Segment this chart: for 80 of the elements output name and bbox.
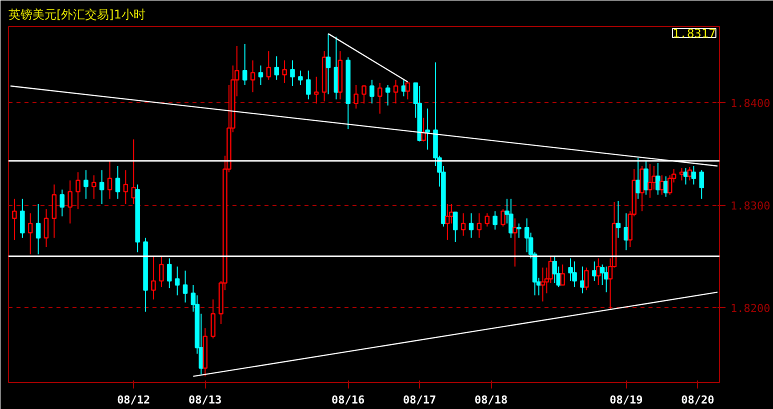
candlestick xyxy=(460,212,466,236)
chart-title: 英镑美元[外汇交易]1小时 xyxy=(8,8,146,22)
candlestick xyxy=(699,170,704,200)
candlestick xyxy=(512,218,518,268)
candlestick xyxy=(656,162,660,196)
candlestick xyxy=(314,76,319,104)
candlestick xyxy=(644,160,648,196)
candlestick xyxy=(274,56,279,80)
candlestick xyxy=(28,212,33,255)
candlestick xyxy=(500,208,506,228)
candlestick xyxy=(354,84,358,110)
candlestick xyxy=(210,298,216,339)
candlestick xyxy=(421,117,426,142)
candlestick xyxy=(683,168,688,185)
candlestick xyxy=(691,166,696,185)
y-tick-label: 1.8200 xyxy=(730,302,770,316)
candlestick xyxy=(596,258,601,286)
candlestick xyxy=(266,50,272,80)
x-tick-label: 08/19 xyxy=(610,394,643,406)
candlestick xyxy=(182,270,188,303)
candlestick xyxy=(298,70,303,86)
x-tick-label: 08/12 xyxy=(117,394,150,406)
candlestick xyxy=(393,79,398,104)
x-tick-label: 08/17 xyxy=(403,394,436,406)
candlestick xyxy=(115,166,120,200)
candlestick xyxy=(282,60,287,84)
candlestick xyxy=(508,198,514,238)
candlestick xyxy=(99,170,104,204)
candlestick xyxy=(258,64,264,86)
candlestick xyxy=(92,174,96,200)
candlestick xyxy=(405,81,410,100)
candlestick xyxy=(306,70,311,100)
candlestick xyxy=(378,82,382,114)
candlestick xyxy=(648,163,652,198)
candlestick xyxy=(166,258,172,289)
candlestick xyxy=(68,180,72,224)
candlestick xyxy=(679,168,684,181)
candlestick xyxy=(107,160,112,200)
x-tick-label: 08/16 xyxy=(332,394,366,406)
candlestick xyxy=(76,172,80,210)
candlestick xyxy=(290,60,295,87)
candlestick xyxy=(560,264,565,286)
candlestick xyxy=(445,203,450,240)
candlestick xyxy=(242,43,248,86)
candlestick xyxy=(362,84,366,104)
candlestick xyxy=(484,212,490,228)
candlestick xyxy=(584,267,589,291)
candlestick xyxy=(123,170,128,204)
candlestick xyxy=(468,212,474,238)
candlestick xyxy=(592,260,597,282)
candlestick xyxy=(516,222,522,238)
y-tick-label: 1.8300 xyxy=(730,200,770,213)
candlestick xyxy=(159,256,164,288)
candlestick xyxy=(552,256,558,284)
candlestick xyxy=(452,212,458,242)
candlestick xyxy=(151,256,156,300)
candlestick xyxy=(326,33,331,95)
candlestick xyxy=(425,108,430,150)
candlestick xyxy=(20,198,25,238)
candlestick xyxy=(572,260,577,288)
candlestick xyxy=(492,210,498,230)
candlestick xyxy=(84,170,88,200)
candlestick xyxy=(476,212,482,238)
candlestick xyxy=(60,189,65,217)
candlestick xyxy=(687,166,692,181)
candlestick xyxy=(385,84,390,106)
candlestick xyxy=(44,208,49,248)
x-tick-label: 08/13 xyxy=(188,394,222,406)
candlestick xyxy=(174,266,180,296)
candlestick xyxy=(250,60,256,93)
candlestick xyxy=(540,267,546,302)
candlestick xyxy=(52,184,57,238)
x-tick-label: 08/18 xyxy=(474,394,508,406)
annotation: 1.8317 xyxy=(672,26,716,40)
candlestick xyxy=(12,198,17,240)
candlestick xyxy=(616,200,621,238)
candlestick xyxy=(36,203,41,255)
x-tick-label: 08/20 xyxy=(681,394,714,406)
candlestick xyxy=(370,79,374,104)
y-tick-label: 1.8400 xyxy=(730,96,770,110)
